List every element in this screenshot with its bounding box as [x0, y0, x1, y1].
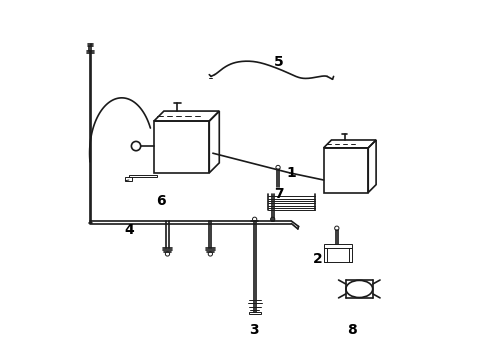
Text: 3: 3	[249, 323, 259, 337]
Text: 4: 4	[124, 223, 134, 237]
Text: 6: 6	[156, 194, 166, 208]
Text: 8: 8	[347, 323, 357, 337]
Text: 1: 1	[287, 166, 296, 180]
Text: 7: 7	[274, 187, 284, 201]
Text: 5: 5	[274, 55, 284, 69]
Text: 2: 2	[314, 252, 323, 266]
